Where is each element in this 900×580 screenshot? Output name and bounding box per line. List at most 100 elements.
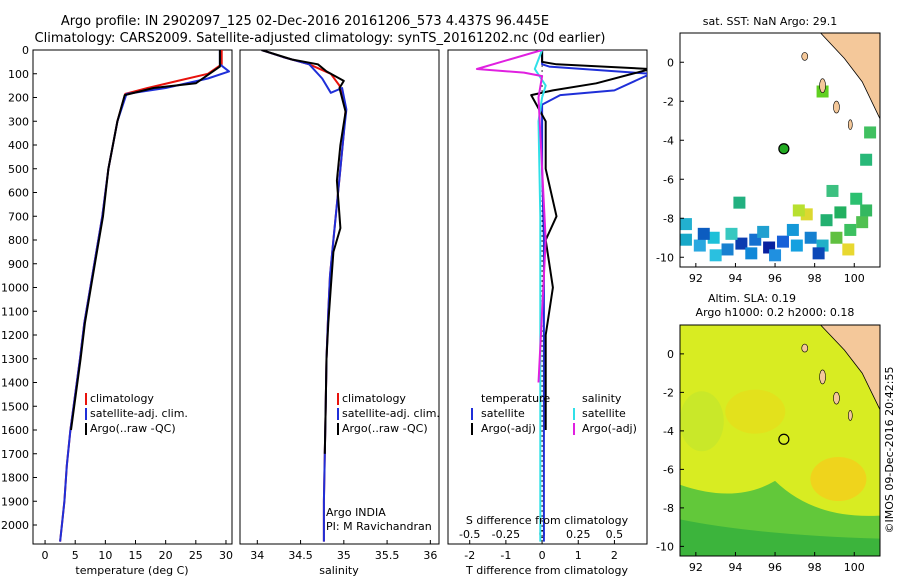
top-x-tick-label: 0.25 xyxy=(566,528,591,541)
series-argo-raw-qc- xyxy=(70,50,221,431)
salinity-panel: 34 34.5 35 35.5 36 salinity climatology sate… xyxy=(239,49,440,577)
depth-tick-label: 1400 xyxy=(1,377,29,390)
sst-map-title: sat. SST: NaN Argo: 29.1 xyxy=(703,15,837,28)
sst-cell xyxy=(786,223,799,236)
legend-salinity-heading: salinity xyxy=(582,392,622,405)
sla-map-title-2: Argo h1000: 0.2 h2000: 0.18 xyxy=(696,306,855,319)
x-tick-label: 20 xyxy=(159,549,173,562)
lat-tick-label: 0 xyxy=(667,56,674,69)
t-diff-xlabel: T difference from climatology xyxy=(465,564,628,577)
lat-tick-label: -8 xyxy=(663,212,674,225)
salinity-ticks: 34 34.5 35 35.5 36 xyxy=(250,540,437,562)
sst-cell xyxy=(792,204,805,217)
series-climatology xyxy=(261,50,347,542)
sst-cell xyxy=(864,126,877,139)
legend-t-satellite: satellite xyxy=(481,407,525,420)
x-tick-label: 5 xyxy=(72,549,79,562)
sst-map-frame xyxy=(679,32,881,268)
sla-map-ticks: 92 94 96 98 100 0 -2 -4 -6 -8 -10 xyxy=(656,348,865,574)
lon-tick-label: 100 xyxy=(844,561,865,574)
series-temperature-satellite xyxy=(541,50,647,542)
sst-cell xyxy=(834,206,847,219)
legend-argo: Argo(..raw -QC) xyxy=(90,422,176,435)
sst-cell xyxy=(733,196,746,209)
difference-lines xyxy=(475,50,647,544)
lat-tick-label: -2 xyxy=(663,386,674,399)
depth-tick-label: 1300 xyxy=(1,353,29,366)
sst-cell xyxy=(776,235,789,248)
depth-tick-label: 1200 xyxy=(1,329,29,342)
imos-credit: ©IMOS 09-Dec-2016 20:42:55 xyxy=(883,367,896,534)
sst-cell xyxy=(860,153,873,166)
salinity-legend: climatology satellite-adj. clim. Argo(..… xyxy=(337,392,440,435)
sst-cell xyxy=(790,239,803,252)
series-climatology xyxy=(59,50,223,542)
temperature-legend: climatology satellite-adj. clim. Argo(..… xyxy=(85,392,188,435)
depth-tick-label: 1800 xyxy=(1,472,29,485)
sla-map-frame xyxy=(679,324,881,557)
sla-map: Altim. SLA: 0.19 Argo h1000: 0.2 h2000: … xyxy=(656,292,881,574)
depth-tick-label: 1700 xyxy=(1,448,29,461)
sla-low-patch xyxy=(680,391,724,452)
island xyxy=(819,78,826,93)
top-x-tick-label: 0.5 xyxy=(606,528,624,541)
salinity-lines xyxy=(261,50,348,542)
temperature-panel: 0100200300400500600700800900100011001200… xyxy=(1,44,233,577)
lon-tick-label: 94 xyxy=(728,561,742,574)
lat-tick-label: -6 xyxy=(663,463,674,476)
lat-tick-label: -10 xyxy=(656,540,674,553)
sst-cell xyxy=(842,243,855,256)
depth-tick-label: 600 xyxy=(8,187,29,200)
lon-tick-label: 98 xyxy=(808,561,822,574)
title-line-1: Argo profile: IN 2902097_125 02-Dec-2016… xyxy=(61,14,549,29)
sst-cell xyxy=(860,204,873,217)
sst-cell xyxy=(812,247,825,260)
x-tick-label: 36 xyxy=(423,549,437,562)
x-tick-label: 34 xyxy=(250,549,264,562)
difference-legend: temperature satellite Argo(-adj) salinit… xyxy=(471,392,637,435)
float-program: Argo INDIA xyxy=(326,506,386,519)
title-line-2: Climatology: CARS2009. Satellite-adjuste… xyxy=(35,31,606,46)
legend-argo: Argo(..raw -QC) xyxy=(342,422,428,435)
sla-high-patch xyxy=(725,389,786,434)
series-salinity-argo-adj- xyxy=(475,50,547,383)
x-tick-label: 0 xyxy=(42,549,49,562)
series-satellite-adj-clim- xyxy=(261,50,348,542)
x-tick-label: 10 xyxy=(98,549,112,562)
sst-cell xyxy=(820,214,833,227)
sst-map-ticks: 92 94 96 98 100 0 -2 -4 -6 -8 -10 xyxy=(656,56,865,285)
island xyxy=(833,391,840,405)
depth-tick-label: 0 xyxy=(22,44,29,57)
top-x-tick-label: -0.5 xyxy=(459,528,480,541)
sst-cell xyxy=(735,237,748,250)
x-tick-label: 2 xyxy=(611,549,618,562)
legend-s-satellite: satellite xyxy=(582,407,626,420)
legend-climatology: climatology xyxy=(90,392,154,405)
sst-map: sat. SST: NaN Argo: 29.1 92 94 96 98 100 0 -2 -… xyxy=(656,15,881,285)
island xyxy=(801,52,809,61)
sst-cell xyxy=(707,231,720,244)
sla-lowest-band xyxy=(680,519,880,556)
sst-cell xyxy=(804,231,817,244)
sst-cell xyxy=(757,225,770,238)
legend-s-argo: Argo(-adj) xyxy=(582,422,637,435)
depth-tick-label: 700 xyxy=(8,210,29,223)
x-tick-label: 35.5 xyxy=(375,549,400,562)
depth-tick-label: 200 xyxy=(8,92,29,105)
difference-ticks: -2 -1 0 1 2 -0.5 -0.25 0 0.25 0.5 xyxy=(459,528,623,562)
temperature-xlabel: temperature (deg C) xyxy=(75,564,188,577)
legend-climatology: climatology xyxy=(342,392,406,405)
legend-temperature-heading: temperature xyxy=(481,392,550,405)
lon-tick-label: 100 xyxy=(844,272,865,285)
depth-tick-label: 1900 xyxy=(1,495,29,508)
x-tick-label: 25 xyxy=(189,549,203,562)
depth-tick-label: 1000 xyxy=(1,282,29,295)
depth-tick-label: 800 xyxy=(8,234,29,247)
sst-cell xyxy=(745,247,758,260)
lat-tick-label: -6 xyxy=(663,173,674,186)
salinity-xlabel: salinity xyxy=(319,564,359,577)
landmass xyxy=(820,33,880,119)
legend-t-argo: Argo(-adj) xyxy=(481,422,536,435)
x-tick-label: -2 xyxy=(464,549,475,562)
